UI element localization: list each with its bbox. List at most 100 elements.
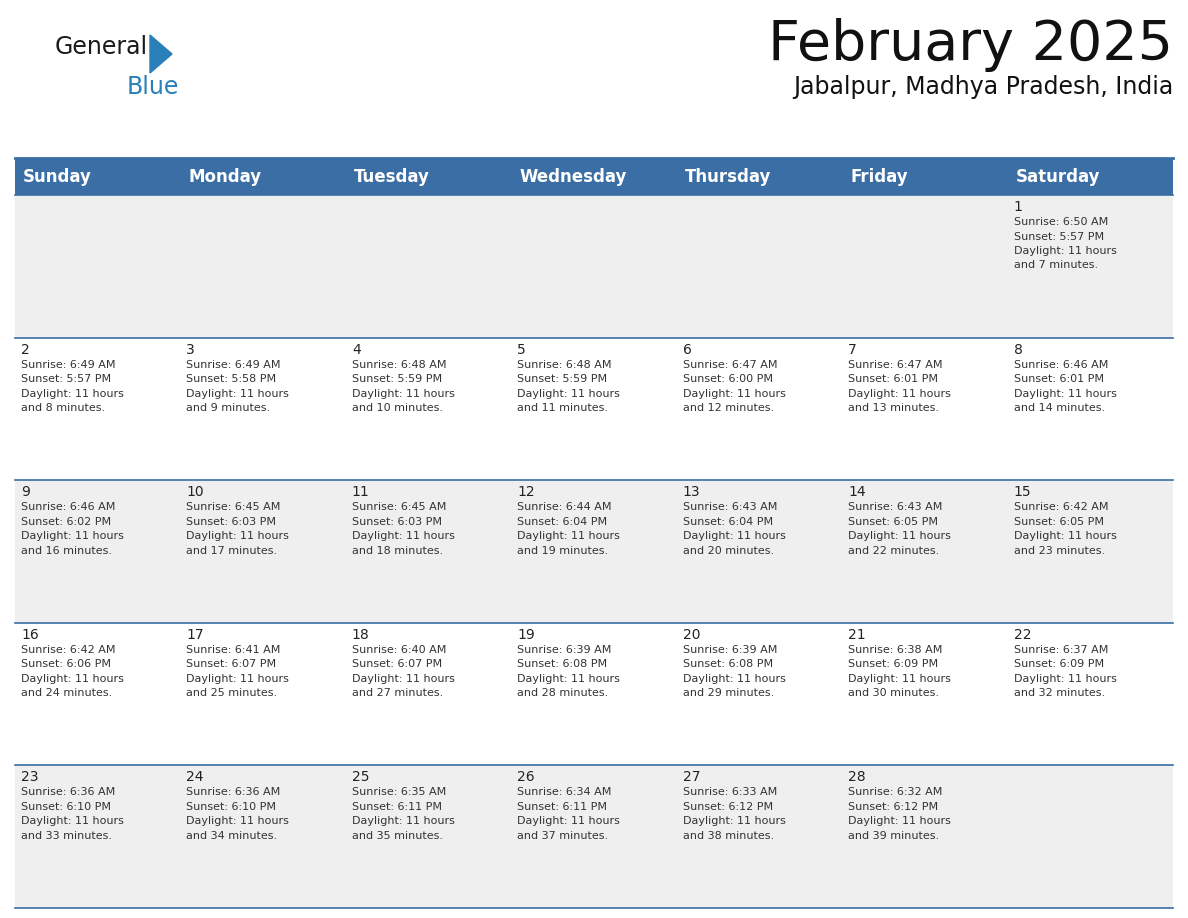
Text: 2: 2 [21,342,30,356]
Text: and 19 minutes.: and 19 minutes. [517,545,608,555]
Text: Sunset: 6:07 PM: Sunset: 6:07 PM [352,659,442,669]
Text: Daylight: 11 hours: Daylight: 11 hours [517,532,620,542]
Text: and 28 minutes.: and 28 minutes. [517,688,608,699]
Text: Sunrise: 6:48 AM: Sunrise: 6:48 AM [517,360,612,370]
Text: General: General [55,35,148,59]
Text: Tuesday: Tuesday [354,167,430,185]
Text: Daylight: 11 hours: Daylight: 11 hours [352,388,455,398]
Text: and 35 minutes.: and 35 minutes. [352,831,443,841]
Text: Daylight: 11 hours: Daylight: 11 hours [187,816,290,826]
Text: Sunset: 6:05 PM: Sunset: 6:05 PM [1013,517,1104,527]
Text: and 16 minutes.: and 16 minutes. [21,545,112,555]
Text: Sunset: 6:11 PM: Sunset: 6:11 PM [517,802,607,812]
Text: Sunset: 6:08 PM: Sunset: 6:08 PM [683,659,773,669]
Text: Daylight: 11 hours: Daylight: 11 hours [1013,674,1117,684]
Text: and 11 minutes.: and 11 minutes. [517,403,608,413]
Text: Daylight: 11 hours: Daylight: 11 hours [848,388,952,398]
Text: 13: 13 [683,486,701,499]
Text: 7: 7 [848,342,857,356]
Text: 18: 18 [352,628,369,642]
Text: 14: 14 [848,486,866,499]
Bar [15,195,1173,338]
Text: Daylight: 11 hours: Daylight: 11 hours [517,816,620,826]
Bar [15,766,1173,908]
Text: Sunset: 6:01 PM: Sunset: 6:01 PM [848,375,939,384]
Text: and 17 minutes.: and 17 minutes. [187,545,278,555]
Text: Daylight: 11 hours: Daylight: 11 hours [683,388,785,398]
Text: Sunset: 5:58 PM: Sunset: 5:58 PM [187,375,277,384]
Bar [15,158,1173,195]
Text: Sunset: 5:57 PM: Sunset: 5:57 PM [21,375,112,384]
Text: 28: 28 [848,770,866,784]
Text: and 38 minutes.: and 38 minutes. [683,831,773,841]
Text: and 32 minutes.: and 32 minutes. [1013,688,1105,699]
Text: and 34 minutes.: and 34 minutes. [187,831,278,841]
Text: Sunrise: 6:43 AM: Sunrise: 6:43 AM [848,502,942,512]
Text: 25: 25 [352,770,369,784]
Text: Sunset: 6:03 PM: Sunset: 6:03 PM [187,517,277,527]
Text: Sunrise: 6:43 AM: Sunrise: 6:43 AM [683,502,777,512]
Text: Daylight: 11 hours: Daylight: 11 hours [21,816,124,826]
Text: Sunrise: 6:42 AM: Sunrise: 6:42 AM [1013,502,1108,512]
Text: Sunset: 6:12 PM: Sunset: 6:12 PM [848,802,939,812]
Text: Sunset: 6:10 PM: Sunset: 6:10 PM [21,802,110,812]
Text: Sunday: Sunday [23,167,91,185]
Text: and 9 minutes.: and 9 minutes. [187,403,271,413]
Text: Daylight: 11 hours: Daylight: 11 hours [683,532,785,542]
Text: Sunrise: 6:34 AM: Sunrise: 6:34 AM [517,788,612,798]
Text: and 22 minutes.: and 22 minutes. [848,545,940,555]
Text: 23: 23 [21,770,38,784]
Text: and 24 minutes.: and 24 minutes. [21,688,112,699]
Text: Sunrise: 6:42 AM: Sunrise: 6:42 AM [21,644,115,655]
Text: Sunset: 5:59 PM: Sunset: 5:59 PM [517,375,607,384]
Text: Sunset: 6:09 PM: Sunset: 6:09 PM [848,659,939,669]
Text: Daylight: 11 hours: Daylight: 11 hours [352,532,455,542]
Text: Sunrise: 6:39 AM: Sunrise: 6:39 AM [517,644,612,655]
Text: Sunrise: 6:36 AM: Sunrise: 6:36 AM [187,788,280,798]
Text: Sunset: 6:05 PM: Sunset: 6:05 PM [848,517,939,527]
Text: and 13 minutes.: and 13 minutes. [848,403,940,413]
Text: Sunset: 6:11 PM: Sunset: 6:11 PM [352,802,442,812]
Text: Sunset: 6:07 PM: Sunset: 6:07 PM [187,659,277,669]
Text: and 20 minutes.: and 20 minutes. [683,545,773,555]
Text: Daylight: 11 hours: Daylight: 11 hours [848,816,952,826]
Text: Sunrise: 6:36 AM: Sunrise: 6:36 AM [21,788,115,798]
Text: and 7 minutes.: and 7 minutes. [1013,261,1098,271]
Text: and 14 minutes.: and 14 minutes. [1013,403,1105,413]
Text: Daylight: 11 hours: Daylight: 11 hours [187,388,290,398]
Text: 5: 5 [517,342,526,356]
Text: 8: 8 [1013,342,1023,356]
Text: Sunrise: 6:39 AM: Sunrise: 6:39 AM [683,644,777,655]
Text: Sunset: 5:57 PM: Sunset: 5:57 PM [1013,231,1104,241]
Text: Sunrise: 6:40 AM: Sunrise: 6:40 AM [352,644,447,655]
Text: Sunset: 6:09 PM: Sunset: 6:09 PM [1013,659,1104,669]
Text: Sunrise: 6:33 AM: Sunrise: 6:33 AM [683,788,777,798]
Text: Friday: Friday [851,167,908,185]
Text: and 12 minutes.: and 12 minutes. [683,403,773,413]
Text: Daylight: 11 hours: Daylight: 11 hours [683,674,785,684]
Text: Blue: Blue [127,75,179,99]
Text: and 10 minutes.: and 10 minutes. [352,403,443,413]
Text: and 39 minutes.: and 39 minutes. [848,831,940,841]
Text: and 27 minutes.: and 27 minutes. [352,688,443,699]
Text: 15: 15 [1013,486,1031,499]
Text: and 33 minutes.: and 33 minutes. [21,831,112,841]
Bar [15,622,1173,766]
Text: Wednesday: Wednesday [519,167,626,185]
Text: Sunrise: 6:32 AM: Sunrise: 6:32 AM [848,788,942,798]
Text: Monday: Monday [189,167,261,185]
Text: Sunrise: 6:46 AM: Sunrise: 6:46 AM [1013,360,1108,370]
Text: 1: 1 [1013,200,1023,214]
Text: 6: 6 [683,342,691,356]
Text: Sunrise: 6:35 AM: Sunrise: 6:35 AM [352,788,447,798]
Text: and 18 minutes.: and 18 minutes. [352,545,443,555]
Text: Sunrise: 6:45 AM: Sunrise: 6:45 AM [187,502,280,512]
Text: Sunrise: 6:38 AM: Sunrise: 6:38 AM [848,644,942,655]
Text: Daylight: 11 hours: Daylight: 11 hours [21,388,124,398]
Text: Daylight: 11 hours: Daylight: 11 hours [1013,388,1117,398]
Text: Daylight: 11 hours: Daylight: 11 hours [848,532,952,542]
Text: Daylight: 11 hours: Daylight: 11 hours [517,388,620,398]
Text: Sunset: 6:12 PM: Sunset: 6:12 PM [683,802,773,812]
Text: Sunrise: 6:37 AM: Sunrise: 6:37 AM [1013,644,1108,655]
Text: and 8 minutes.: and 8 minutes. [21,403,105,413]
